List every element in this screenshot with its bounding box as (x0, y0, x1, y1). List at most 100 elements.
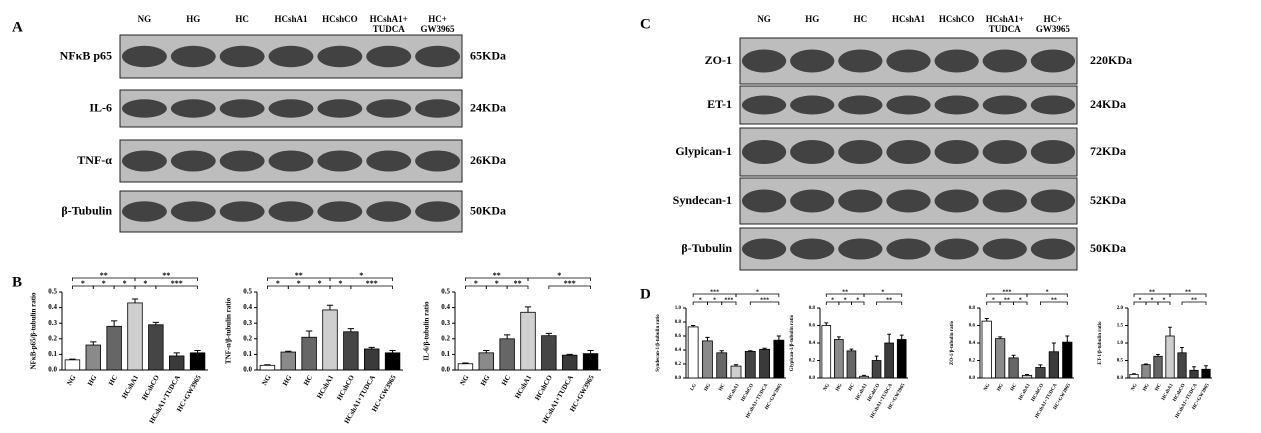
panel-label: C (640, 16, 651, 32)
significance-label: * (1139, 297, 1142, 303)
significance-label: * (713, 297, 716, 303)
bar (702, 340, 713, 379)
blot-band (790, 95, 835, 115)
error-bar (1132, 373, 1136, 375)
x-tick-label: HC (107, 374, 119, 387)
y-axis-label: TNF-α/β-tubulin ratio (225, 297, 233, 364)
error-bar (111, 320, 118, 327)
error-bar (1192, 366, 1196, 371)
bar (744, 350, 756, 379)
significance-label: ** (295, 271, 303, 280)
lane-label: HC (853, 14, 868, 24)
significance-label: *** (724, 297, 733, 303)
significance-label: *** (1002, 289, 1011, 295)
significance-label: * (123, 279, 127, 288)
blot-band (366, 45, 412, 68)
blot-band (170, 150, 216, 172)
error-bar (748, 350, 753, 352)
bar (384, 352, 401, 371)
significance-label: * (1163, 297, 1166, 303)
blot-row-label: Syndecan-1 (673, 193, 732, 207)
error-bar (285, 350, 292, 353)
lane-label: HCshA1 (274, 14, 308, 24)
y-tick-label: 0.4 (243, 303, 252, 311)
x-tick-label: HC (1010, 383, 1018, 392)
blot-row-label: ZO-1 (705, 53, 732, 67)
y-tick-label: 0.0 (1117, 376, 1124, 381)
significance-bracket (134, 277, 198, 281)
lane-label: HC (235, 14, 249, 24)
blot-band (317, 201, 363, 222)
bar (730, 365, 742, 379)
x-tick-label: HCshCO (533, 373, 554, 401)
lane-label: NG (757, 14, 771, 24)
error-bar (194, 350, 201, 353)
x-tick-label: HC (500, 374, 512, 387)
blot-band (838, 238, 883, 260)
blot-size-label: 24KDa (1090, 97, 1126, 111)
lane-label: HCshCO (938, 14, 975, 24)
blot-size-label: 220KDa (1090, 53, 1132, 67)
significance-label: * (143, 279, 147, 288)
error-bar (347, 328, 354, 332)
blot-band (366, 201, 412, 222)
blot-band (366, 150, 412, 172)
x-tick-label: HC (718, 383, 726, 392)
blot-band (741, 49, 787, 73)
x-tick-label: HCshCO (335, 373, 356, 401)
y-tick-label: 0.0 (675, 376, 682, 381)
significance-bracket (876, 301, 903, 305)
blot-band (886, 189, 931, 213)
blot-band (415, 45, 461, 68)
error-bar (1011, 354, 1016, 358)
blot-band (317, 150, 363, 172)
x-tick-label: HG (479, 373, 492, 387)
error-bar (306, 330, 313, 338)
significance-bracket (749, 301, 780, 305)
x-tick-label: HCshA1 (1018, 383, 1032, 402)
blot-band (982, 95, 1027, 115)
blot-band (838, 95, 883, 115)
blot-band (268, 45, 314, 68)
significance-label: *** (171, 279, 183, 288)
blot-band (121, 150, 167, 172)
bar (1153, 355, 1163, 379)
bar (582, 353, 599, 371)
y-axis-label: ET-1/β-tubulin ratio (1098, 321, 1103, 365)
error-bar (173, 352, 180, 356)
y-tick-label: 0.2 (809, 359, 816, 364)
bar (64, 359, 81, 371)
bar (1189, 369, 1199, 379)
error-bar (264, 364, 271, 366)
blot-band (1030, 49, 1076, 73)
blot-band (741, 95, 787, 115)
panel-label: B (12, 274, 22, 290)
significance-label: ** (1191, 297, 1197, 303)
y-tick-label: 0.1 (441, 350, 450, 358)
blot-band (790, 238, 835, 260)
y-tick-label: 0.8 (809, 306, 816, 311)
blot-row-label: IL-6 (89, 100, 112, 114)
error-bar (1180, 347, 1184, 353)
error-bar (462, 362, 469, 364)
bar (364, 348, 380, 371)
significance-label: *** (366, 279, 378, 288)
blot-band (268, 201, 314, 222)
y-axis-label: Glypican-1/β-tubulin ratio (790, 314, 795, 371)
blot-band (934, 95, 979, 115)
significance-label: ** (842, 289, 848, 295)
bar (280, 351, 296, 371)
blot-band (982, 140, 1027, 164)
significance-bracket (329, 277, 393, 281)
lane-label: HG (186, 14, 201, 24)
y-tick-label: 0.4 (809, 341, 816, 346)
significance-label: * (992, 297, 995, 303)
significance-label: ** (1149, 289, 1155, 295)
x-tick-label: HC (848, 383, 856, 392)
lane-label: HCshA1 (891, 14, 925, 24)
x-tick-label: HG (997, 383, 1005, 392)
blot-band (886, 238, 931, 260)
error-bar (389, 350, 396, 353)
blot-band (268, 99, 314, 118)
